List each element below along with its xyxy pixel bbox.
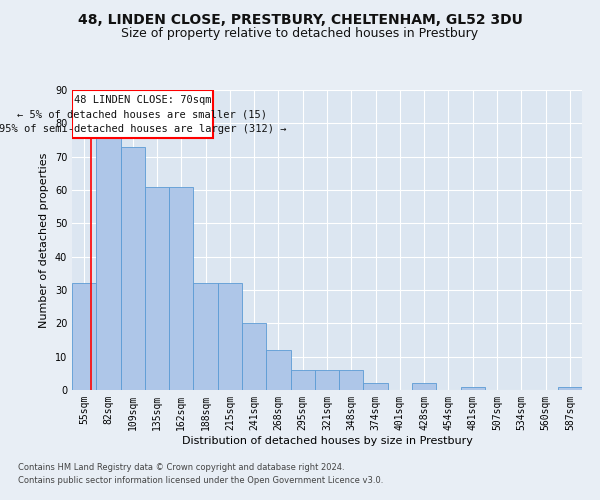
FancyBboxPatch shape xyxy=(72,90,213,138)
Bar xyxy=(96,136,121,390)
X-axis label: Distribution of detached houses by size in Prestbury: Distribution of detached houses by size … xyxy=(182,436,472,446)
Text: Size of property relative to detached houses in Prestbury: Size of property relative to detached ho… xyxy=(121,28,479,40)
Text: 48, LINDEN CLOSE, PRESTBURY, CHELTENHAM, GL52 3DU: 48, LINDEN CLOSE, PRESTBURY, CHELTENHAM,… xyxy=(77,12,523,26)
Bar xyxy=(145,186,169,390)
Bar xyxy=(461,386,485,390)
Bar xyxy=(266,350,290,390)
Bar xyxy=(72,284,96,390)
Bar xyxy=(558,386,582,390)
Bar xyxy=(121,146,145,390)
Bar xyxy=(364,384,388,390)
Y-axis label: Number of detached properties: Number of detached properties xyxy=(39,152,49,328)
Bar xyxy=(290,370,315,390)
Bar xyxy=(339,370,364,390)
Text: ← 5% of detached houses are smaller (15): ← 5% of detached houses are smaller (15) xyxy=(17,110,268,120)
Text: Contains public sector information licensed under the Open Government Licence v3: Contains public sector information licen… xyxy=(18,476,383,485)
Text: 95% of semi-detached houses are larger (312) →: 95% of semi-detached houses are larger (… xyxy=(0,124,286,134)
Bar xyxy=(412,384,436,390)
Bar xyxy=(193,284,218,390)
Bar xyxy=(315,370,339,390)
Bar xyxy=(218,284,242,390)
Bar xyxy=(169,186,193,390)
Text: Contains HM Land Registry data © Crown copyright and database right 2024.: Contains HM Land Registry data © Crown c… xyxy=(18,462,344,471)
Text: 48 LINDEN CLOSE: 70sqm: 48 LINDEN CLOSE: 70sqm xyxy=(74,95,211,105)
Bar xyxy=(242,324,266,390)
